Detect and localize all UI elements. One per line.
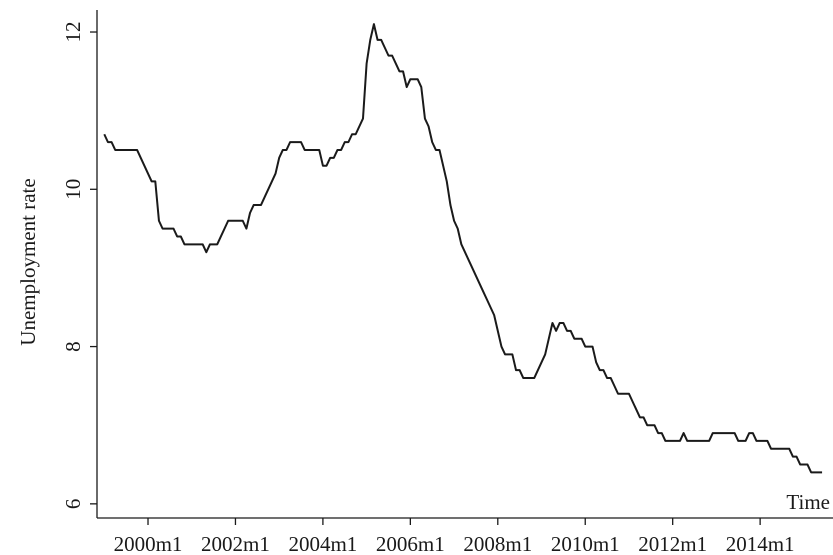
data-line bbox=[103, 23, 823, 474]
x-tick-label: 2014m1 bbox=[726, 532, 795, 555]
y-tick-label: 10 bbox=[61, 179, 85, 200]
x-tick-label: 2002m1 bbox=[201, 532, 270, 555]
x-axis-title: Time bbox=[786, 490, 830, 514]
x-tick-label: 2008m1 bbox=[463, 532, 532, 555]
y-tick-label: 8 bbox=[61, 341, 85, 352]
y-tick-label: 12 bbox=[61, 22, 85, 43]
y-axis-title: Unemployment rate bbox=[16, 178, 40, 345]
x-tick-label: 2010m1 bbox=[551, 532, 620, 555]
x-tick-label: 2012m1 bbox=[638, 532, 707, 555]
x-tick-label: 2006m1 bbox=[376, 532, 445, 555]
y-tick-label: 6 bbox=[61, 499, 85, 510]
x-tick-label: 2000m1 bbox=[114, 532, 183, 555]
x-tick-label: 2004m1 bbox=[288, 532, 357, 555]
